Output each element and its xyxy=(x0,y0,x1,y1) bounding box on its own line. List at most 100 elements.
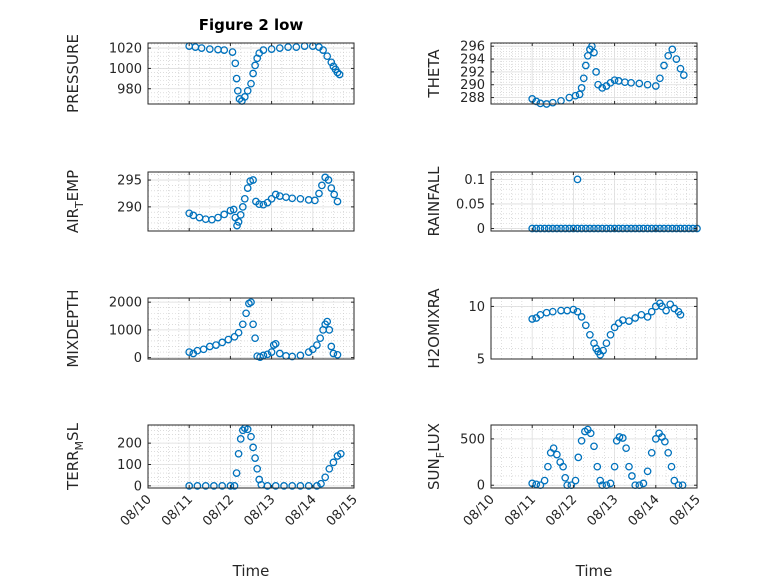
data-point xyxy=(233,221,241,230)
y-axis-label: AIRTEMP xyxy=(64,170,86,233)
data-point xyxy=(243,184,252,192)
subplot-h2omixra: 5 10 H2OMIXRA xyxy=(425,288,698,369)
data-point xyxy=(324,176,333,184)
y-axis-label: TERRMSL xyxy=(64,422,86,491)
data-point xyxy=(288,482,297,490)
data-point xyxy=(661,437,669,446)
data-point xyxy=(247,432,255,441)
data-point xyxy=(602,224,611,233)
data-point xyxy=(571,91,580,100)
y-axis-label-main: PRESSURE xyxy=(64,34,82,113)
data-point xyxy=(251,334,259,343)
data-point xyxy=(618,224,627,233)
data-point xyxy=(226,206,235,215)
data-point xyxy=(622,444,630,453)
data-point xyxy=(234,449,243,458)
data-point xyxy=(610,462,619,471)
data-point xyxy=(573,224,582,233)
data-point xyxy=(676,64,685,73)
y-axis-label-subscript: M xyxy=(73,441,86,451)
data-point xyxy=(627,224,635,233)
data-point xyxy=(218,338,227,347)
figure-title: Figure 2 low xyxy=(199,16,304,34)
data-point xyxy=(249,176,257,184)
data-point xyxy=(549,444,558,453)
data-point xyxy=(311,196,319,205)
y-tick-label: 295 xyxy=(117,174,142,189)
data-point xyxy=(610,323,619,332)
data-point xyxy=(625,462,633,471)
subplot-mixdepth: 0 1000 2000 MIXDEPTH xyxy=(64,289,355,368)
data-point xyxy=(327,184,336,192)
data-point xyxy=(602,339,611,348)
y-axis-label-main: RAINFALL xyxy=(425,166,443,237)
data-point xyxy=(231,59,240,68)
data-point xyxy=(234,218,243,226)
data-point xyxy=(220,210,229,219)
data-point xyxy=(247,298,255,307)
data-point xyxy=(325,464,334,473)
data-point xyxy=(569,224,578,233)
data-point xyxy=(238,426,247,435)
y-axis-label: MIXDEPTH xyxy=(64,289,82,367)
data-point xyxy=(628,472,636,480)
x-axis-label-right: Time xyxy=(575,562,613,580)
data-point xyxy=(236,435,245,443)
data-point xyxy=(292,43,301,51)
data-point xyxy=(606,330,615,339)
data-point xyxy=(329,458,338,467)
data-point xyxy=(251,454,259,462)
data-point xyxy=(528,224,537,233)
data-point xyxy=(647,448,656,457)
data-point xyxy=(639,224,648,233)
data-point xyxy=(275,44,284,52)
y-tick-label: 288 xyxy=(460,91,485,106)
data-point xyxy=(224,335,233,344)
data-point xyxy=(205,45,214,53)
data-point xyxy=(631,224,640,233)
y-tick-label: 10 xyxy=(468,300,485,315)
y-axis-label: THETA xyxy=(425,49,443,99)
y-axis-label-rest: SL xyxy=(64,422,82,441)
data-point xyxy=(532,480,541,489)
data-point xyxy=(581,61,590,70)
data-point xyxy=(315,189,323,198)
data-point xyxy=(271,482,280,490)
data-point xyxy=(559,462,567,471)
data-point xyxy=(643,80,652,89)
data-point xyxy=(586,429,595,438)
y-axis-label-subscript: F xyxy=(434,452,447,458)
data-point xyxy=(548,224,557,233)
y-tick-label: 0.05 xyxy=(456,197,485,212)
data-point xyxy=(313,341,321,349)
data-point xyxy=(234,328,243,337)
data-point xyxy=(651,82,660,90)
data-point xyxy=(333,68,342,77)
y-tick-label: 0 xyxy=(477,479,485,494)
data-point xyxy=(540,476,549,485)
data-point xyxy=(656,74,664,83)
data-point xyxy=(226,482,235,490)
data-point xyxy=(656,224,664,233)
data-point xyxy=(662,306,670,315)
y-tick-label: 290 xyxy=(117,200,142,215)
y-axis-label-rest: LUX xyxy=(425,423,443,452)
data-point xyxy=(574,453,583,462)
data-point xyxy=(643,467,652,476)
axes-box xyxy=(147,424,355,489)
y-tick-label: 980 xyxy=(117,82,142,97)
data-point xyxy=(329,349,338,358)
data-point xyxy=(573,307,582,316)
data-point xyxy=(647,307,656,316)
data-point xyxy=(579,74,588,83)
axes-box xyxy=(490,171,698,232)
data-point xyxy=(193,482,202,490)
data-point xyxy=(666,300,675,309)
data-point xyxy=(571,476,580,485)
y-tick-label: 290 xyxy=(460,78,485,93)
data-point xyxy=(255,200,264,209)
x-axis-label-left: Time xyxy=(232,562,270,580)
data-point xyxy=(606,224,615,233)
subplot-rainfall: 0 0.05 0.1 RAINFALL xyxy=(425,166,701,237)
